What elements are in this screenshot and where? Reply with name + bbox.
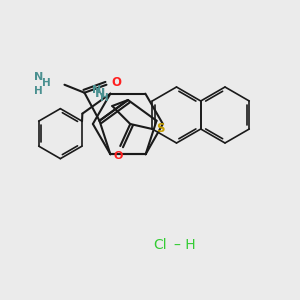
- Text: H: H: [100, 93, 109, 103]
- Text: S: S: [156, 122, 165, 135]
- Text: N: N: [92, 85, 101, 95]
- Text: N: N: [95, 87, 106, 100]
- Text: – H: – H: [174, 238, 196, 252]
- Text: O: O: [114, 151, 123, 161]
- Text: O: O: [112, 76, 122, 89]
- Text: Cl: Cl: [153, 238, 167, 252]
- Text: H: H: [34, 86, 43, 96]
- Text: N: N: [34, 72, 43, 82]
- Text: H: H: [42, 78, 51, 88]
